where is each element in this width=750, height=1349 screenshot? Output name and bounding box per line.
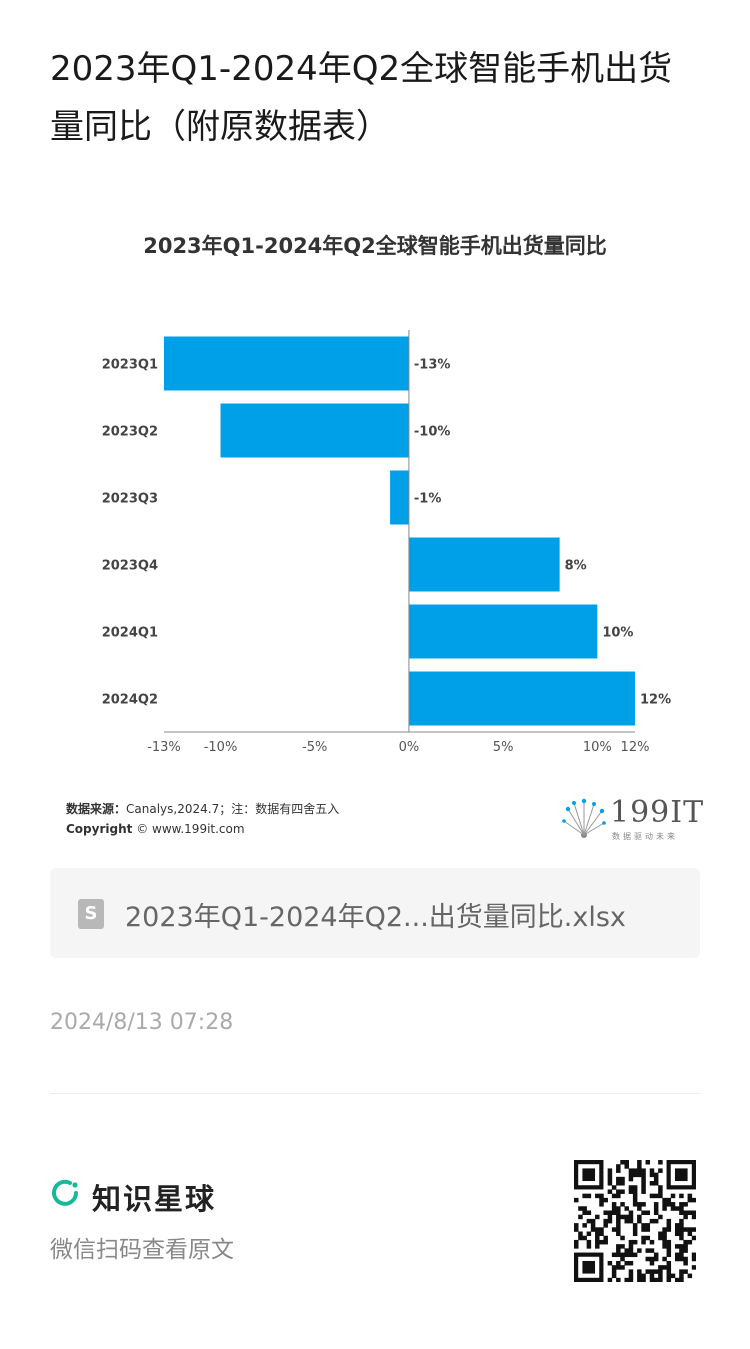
post-title: 2023年Q1-2024年Q2全球智能手机出货量同比（附原数据表）: [50, 49, 673, 147]
x-tick-label: 12%: [621, 740, 650, 755]
x-tick-label: 0%: [399, 740, 420, 755]
category-label-2023Q1: 2023Q1: [102, 358, 158, 373]
bar-2024Q1: [408, 604, 598, 659]
copyright: Copyright © www.199it.com: [66, 822, 245, 836]
attachment-filename[interactable]: 2023年Q1-2024年Q2...出货量同比.xlsx: [125, 902, 626, 933]
x-tick-label: 10%: [583, 740, 612, 755]
copyright-text: © www.199it.com: [136, 822, 245, 836]
data-label-2023Q1: -13%: [414, 358, 451, 373]
x-tick-label: -5%: [302, 740, 327, 755]
zsxq-logo-icon: [52, 1179, 78, 1206]
source-label: 数据来源：: [66, 802, 127, 816]
bar-2023Q3: [390, 470, 409, 525]
x-tick-label: -10%: [204, 740, 238, 755]
dandelion-logo-icon: [562, 798, 606, 838]
chart-title: 2023年Q1-2024年Q2全球智能手机出货量同比: [143, 234, 607, 258]
data-label-2024Q1: 10%: [602, 626, 633, 641]
199it-logo: 199IT 数据驱动未来: [560, 795, 703, 843]
copyright-label: Copyright: [66, 822, 133, 836]
chart-figure: 2023Q1 -13% 2023Q2 -10% 2023Q3 -1% 2023Q4 8% 202…: [40, 200, 710, 860]
data-label-2023Q4: 8%: [565, 559, 587, 574]
bar-2023Q4: [408, 537, 560, 592]
x-tick-label: 5%: [493, 740, 514, 755]
x-tick-label: -13%: [147, 740, 181, 755]
logo-tagline: 数据驱动未来: [612, 832, 678, 841]
category-label-2023Q3: 2023Q3: [102, 492, 158, 507]
bar-2024Q2: [408, 671, 635, 726]
data-label-2023Q3: -1%: [414, 492, 441, 507]
category-label-2024Q1: 2024Q1: [102, 626, 158, 641]
brand-name: 知识星球: [92, 1182, 217, 1216]
category-label-2024Q2: 2024Q2: [102, 693, 158, 708]
attachment-card[interactable]: S 2023年Q1-2024年Q2...出货量同比.xlsx: [50, 868, 700, 958]
post-date: 2024/8/13 07:28: [50, 1010, 234, 1035]
bar-chart: 2023Q1 -13% 2023Q2 -10% 2023Q3 -1% 2023Q4 8% 202…: [102, 330, 671, 755]
source-text: Canalys,2024.7；注：数据有四舍五入: [126, 802, 340, 816]
data-source: 数据来源：Canalys,2024.7；注：数据有四舍五入: [66, 800, 339, 817]
qr-code-icon[interactable]: [574, 1160, 696, 1282]
data-label-2024Q2: 12%: [640, 693, 671, 708]
divider: [50, 1093, 700, 1094]
scan-hint: 微信扫码查看原文: [50, 1237, 234, 1263]
category-label-2023Q2: 2023Q2: [102, 425, 158, 440]
bar-2023Q1: [164, 336, 409, 391]
category-label-2023Q4: 2023Q4: [102, 559, 158, 574]
spreadsheet-file-icon: S: [78, 899, 104, 929]
data-label-2023Q2: -10%: [414, 425, 451, 440]
bar-2023Q2: [220, 403, 409, 458]
logo-text: 199IT: [610, 795, 705, 830]
